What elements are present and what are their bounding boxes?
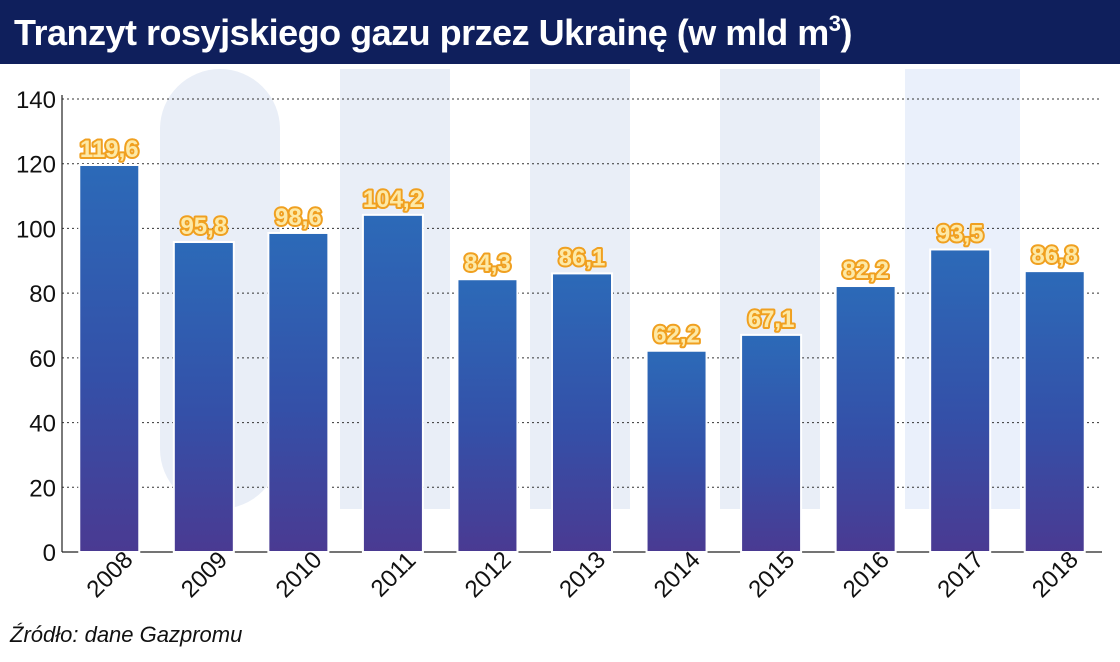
- data-label: 84,3: [464, 250, 511, 277]
- x-tick-label: 2014: [649, 546, 706, 603]
- data-label: 86,1: [559, 244, 606, 271]
- bar: [361, 213, 424, 554]
- chart-title-close: ): [840, 11, 852, 53]
- bar: [929, 248, 992, 553]
- y-tick-label: 40: [29, 411, 56, 438]
- y-tick-label: 20: [29, 475, 56, 502]
- x-tick-label: 2008: [82, 546, 139, 603]
- bar: [172, 241, 235, 553]
- chart-title-text: Tranzyt rosyjskiego gazu przez Ukrainę (…: [14, 11, 829, 53]
- x-tick-label: 2013: [554, 546, 611, 603]
- y-tick-label: 80: [29, 281, 56, 308]
- title-bar: Tranzyt rosyjskiego gazu przez Ukrainę (…: [0, 0, 1120, 64]
- y-tick-label: 60: [29, 346, 56, 373]
- bar: [456, 278, 519, 553]
- x-tick-label: 2018: [1027, 546, 1084, 603]
- data-label: 86,8: [1031, 242, 1078, 269]
- data-label: 119,6: [80, 136, 139, 163]
- x-tick-label: 2016: [838, 546, 895, 603]
- bar: [551, 272, 613, 553]
- bar: [1023, 270, 1086, 553]
- x-tick-label: 2009: [176, 546, 233, 603]
- data-label: 62,2: [653, 322, 700, 349]
- data-label: 98,6: [275, 204, 322, 231]
- bar: [645, 349, 708, 554]
- bar: [834, 285, 897, 553]
- data-label: 82,2: [842, 257, 889, 284]
- y-tick-label: 140: [16, 87, 56, 114]
- source-note: Źródło: dane Gazpromu: [10, 622, 243, 647]
- data-label: 95,8: [180, 213, 227, 240]
- y-tick-label: 120: [16, 152, 56, 179]
- data-label: 67,1: [748, 306, 795, 333]
- x-tick-label: 2011: [366, 547, 422, 603]
- bar: [78, 164, 141, 553]
- data-label: 93,5: [937, 220, 984, 247]
- chart-area: 0 20 40 60 80 100 120 140 119,6 2008 95,8 2009 98,6 2…: [0, 64, 1120, 624]
- bar: [267, 231, 330, 554]
- x-tick-label: 2017: [932, 546, 989, 603]
- x-tick-label: 2010: [271, 546, 328, 603]
- bar: [740, 333, 803, 553]
- y-tick-label: 100: [16, 216, 56, 243]
- chart-title-superscript: 3: [828, 10, 841, 36]
- x-tick-label: 2015: [743, 546, 800, 603]
- chart-title: Tranzyt rosyjskiego gazu przez Ukrainę (…: [14, 11, 852, 54]
- x-tick-label: 2012: [460, 546, 517, 603]
- bar-chart: 0 20 40 60 80 100 120 140 119,6 2008 95,8 2009 98,6 2…: [16, 69, 1102, 603]
- y-tick-label: 0: [43, 540, 56, 567]
- data-label: 104,2: [363, 186, 423, 213]
